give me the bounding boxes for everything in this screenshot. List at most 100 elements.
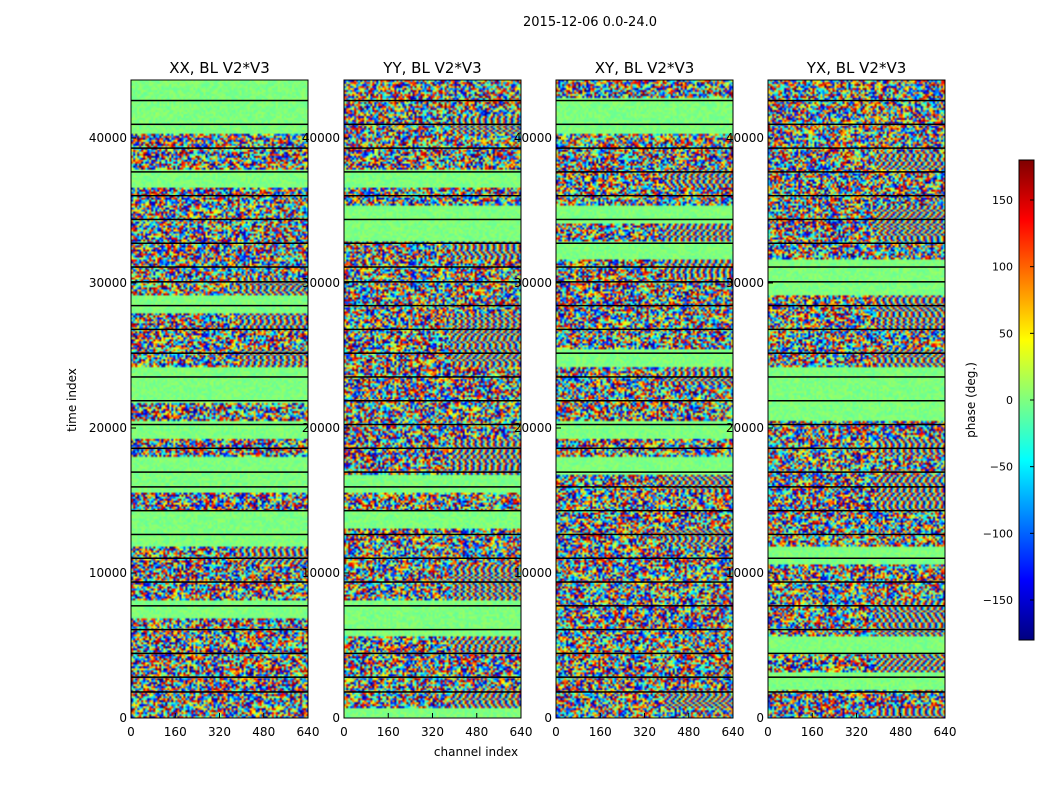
flag-line xyxy=(344,123,521,126)
y-tick-label: 10000 xyxy=(89,566,127,580)
phase-heatmap-image xyxy=(344,80,521,718)
flag-line xyxy=(556,691,733,693)
flag-line xyxy=(556,533,733,536)
flag-line xyxy=(556,242,733,244)
x-tick-label: 0 xyxy=(552,725,560,739)
flag-line xyxy=(131,266,308,268)
y-tick-label: 20000 xyxy=(726,421,764,435)
flag-line xyxy=(131,533,308,536)
flag-line xyxy=(768,123,945,126)
flag-line xyxy=(556,376,733,378)
flag-line xyxy=(768,304,945,307)
flag-line xyxy=(344,171,521,173)
phase-heatmap-image xyxy=(131,80,308,718)
colorbar-tick-label: −100 xyxy=(983,527,1013,540)
flag-line xyxy=(556,628,733,631)
flag-line xyxy=(556,605,733,607)
flag-line xyxy=(768,509,945,512)
flag-line xyxy=(344,376,521,378)
flag-line xyxy=(344,486,521,488)
x-tick-label: 160 xyxy=(801,725,824,739)
flag-line xyxy=(131,123,308,126)
flag-line xyxy=(344,352,521,354)
flag-line xyxy=(344,509,521,512)
x-tick-label: 640 xyxy=(722,725,745,739)
flag-line xyxy=(131,99,308,102)
x-tick-label: 640 xyxy=(297,725,320,739)
panel-xy: XY, BL V2*V3 0 160 320 480 640 0 10000 20000 3000… xyxy=(514,59,745,739)
y-tick-label: 20000 xyxy=(302,421,340,435)
flag-line xyxy=(556,581,733,583)
y-tick-label: 30000 xyxy=(89,276,127,290)
colorbar-tick-label: −50 xyxy=(990,461,1013,474)
flag-line xyxy=(556,328,733,331)
panel-xx: XX, BL V2*V3 0 160 320 480 640 0 10000 20000 3000… xyxy=(89,59,320,739)
x-tick-label: 320 xyxy=(208,725,231,739)
x-tick-label: 0 xyxy=(764,725,772,739)
flag-line xyxy=(131,652,308,655)
flag-line xyxy=(131,447,308,450)
flag-line xyxy=(131,171,308,173)
panel-yy: YY, BL V2*V3 0 160 320 480 640 0 10000 20000 3000… xyxy=(302,59,533,739)
y-tick-label: 30000 xyxy=(726,276,764,290)
flag-line xyxy=(131,376,308,378)
flag-line xyxy=(131,605,308,607)
flag-line xyxy=(344,471,521,473)
flag-line xyxy=(556,266,733,268)
flag-line xyxy=(556,352,733,354)
flag-line xyxy=(344,266,521,268)
flag-line xyxy=(556,652,733,655)
y-tick-label: 40000 xyxy=(726,131,764,145)
x-axis-label: channel index xyxy=(434,745,518,759)
flag-line xyxy=(131,486,308,488)
x-tick-label: 160 xyxy=(377,725,400,739)
flag-line xyxy=(556,471,733,473)
colorbar: −150 −100 −50 0 50 100 150 phase (deg.) xyxy=(964,159,1035,641)
flag-line xyxy=(768,266,945,268)
flag-line xyxy=(344,242,521,244)
flag-line xyxy=(768,447,945,450)
colorbar-tick-label: −150 xyxy=(983,594,1013,607)
panel-title: YY, BL V2*V3 xyxy=(382,59,481,77)
flag-line xyxy=(344,691,521,693)
y-tick-label: 0 xyxy=(756,711,764,725)
x-tick-label: 480 xyxy=(252,725,275,739)
flag-line xyxy=(556,218,733,221)
flag-line xyxy=(768,581,945,583)
flag-line xyxy=(768,147,945,149)
flag-line xyxy=(344,423,521,426)
y-tick-label: 10000 xyxy=(726,566,764,580)
flag-line xyxy=(768,652,945,655)
flag-line xyxy=(768,691,945,693)
y-tick-label: 40000 xyxy=(302,131,340,145)
x-tick-label: 0 xyxy=(340,725,348,739)
flag-line xyxy=(768,376,945,378)
flag-line xyxy=(556,447,733,450)
flag-line xyxy=(344,676,521,678)
flag-line xyxy=(344,99,521,102)
y-tick-label: 10000 xyxy=(514,566,552,580)
flag-line xyxy=(344,581,521,583)
flag-line xyxy=(131,194,308,197)
flag-line xyxy=(344,557,521,559)
y-tick-label: 10000 xyxy=(302,566,340,580)
flag-line xyxy=(768,400,945,402)
flag-line xyxy=(556,423,733,426)
flag-line xyxy=(556,194,733,197)
x-tick-label: 640 xyxy=(934,725,957,739)
flag-line xyxy=(131,304,308,307)
x-tick-label: 160 xyxy=(164,725,187,739)
colorbar-label: phase (deg.) xyxy=(964,362,978,438)
flag-line xyxy=(768,171,945,173)
y-tick-label: 0 xyxy=(119,711,127,725)
flag-line xyxy=(344,447,521,450)
flag-line xyxy=(344,533,521,536)
flag-line xyxy=(556,171,733,173)
flag-line xyxy=(768,99,945,102)
flag-line xyxy=(131,352,308,354)
flag-line xyxy=(131,676,308,678)
x-tick-label: 0 xyxy=(127,725,135,739)
x-tick-label: 480 xyxy=(677,725,700,739)
colorbar-tick-label: 150 xyxy=(992,194,1013,207)
flag-line xyxy=(768,486,945,488)
